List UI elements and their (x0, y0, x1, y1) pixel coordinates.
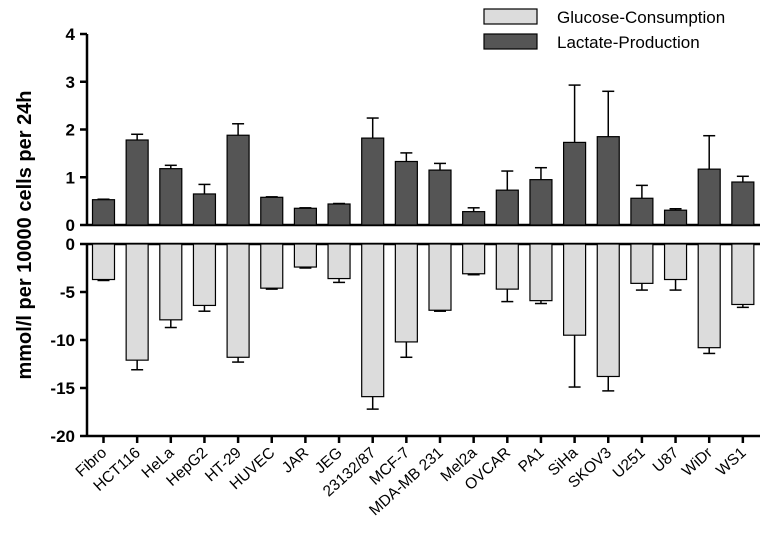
bar-glucose (731, 243, 755, 306)
plot-area: 012340-5-10-15-20FibroHCT116HeLaHepG2HT-… (50, 25, 760, 519)
x-tick-label: PA1 (515, 444, 547, 475)
bar-lactate (462, 211, 486, 226)
legend-label-glucose: Glucose-Consumption (557, 8, 725, 27)
bar-lactate (663, 209, 688, 226)
y-tick-label-bottom: 0 (66, 235, 75, 254)
y-tick-label-top: 0 (66, 216, 75, 235)
bar-glucose (159, 243, 183, 321)
bar-glucose (596, 243, 620, 378)
legend: Glucose-Consumption Lactate-Production (483, 8, 725, 52)
bar-lactate (562, 141, 587, 226)
y-tick-label-top: 2 (66, 121, 75, 140)
y-tick-label-bottom: -20 (50, 427, 75, 446)
y-axis-label: mmol/l per 10000 cells per 24h (14, 90, 36, 379)
y-tick-label-bottom: -15 (50, 379, 75, 398)
bar-lactate (428, 169, 452, 226)
bar-lactate (192, 193, 217, 226)
bar-lactate (125, 139, 149, 226)
bar-lactate (495, 189, 519, 226)
bar-lactate (91, 199, 116, 226)
legend-swatch-lactate (483, 33, 538, 50)
bar-lactate (697, 168, 721, 226)
y-tick-label-top: 4 (66, 25, 76, 44)
y-tick-label-top: 1 (66, 168, 75, 187)
bar-lactate (361, 137, 385, 226)
bar-glucose (529, 243, 553, 302)
bar-lactate (226, 134, 250, 226)
bar-lactate (293, 207, 317, 226)
bar-lactate (596, 136, 620, 226)
x-tick-label: WS1 (713, 444, 749, 479)
bar-glucose (428, 243, 452, 311)
y-tick-label-top: 3 (66, 73, 75, 92)
bar-glucose (394, 243, 418, 343)
bar-lactate (327, 203, 351, 226)
bar-glucose (125, 243, 149, 361)
x-tick-label: WiDr (679, 444, 716, 480)
bar-glucose (630, 243, 654, 284)
bar-glucose (91, 243, 116, 281)
bar-glucose (562, 243, 587, 336)
y-tick-label-bottom: -5 (60, 283, 75, 302)
x-tick-label: U251 (610, 444, 649, 481)
bar-lactate (260, 196, 284, 226)
legend-label-lactate: Lactate-Production (557, 33, 700, 52)
bar-lactate (159, 168, 183, 226)
bar-glucose (495, 243, 519, 290)
bar-lactate (731, 181, 755, 226)
legend-swatch-glucose (483, 8, 538, 25)
bar-glucose (293, 243, 317, 268)
bar-glucose (663, 243, 688, 281)
bar-glucose (361, 243, 385, 398)
x-tick-label: JAR (279, 444, 312, 476)
bar-glucose (260, 243, 284, 289)
bar-glucose (327, 243, 351, 280)
bar-lactate (394, 160, 418, 226)
y-axis-label-group: mmol/l per 10000 cells per 24h (14, 90, 36, 379)
x-tick-label: U87 (650, 444, 683, 476)
bar-glucose (226, 243, 250, 358)
bar-lactate (630, 197, 654, 226)
bar-glucose (462, 243, 486, 275)
bar-glucose (697, 243, 721, 349)
bar-glucose (192, 243, 217, 307)
bar-lactate (529, 179, 553, 226)
y-tick-label-bottom: -10 (50, 331, 75, 350)
